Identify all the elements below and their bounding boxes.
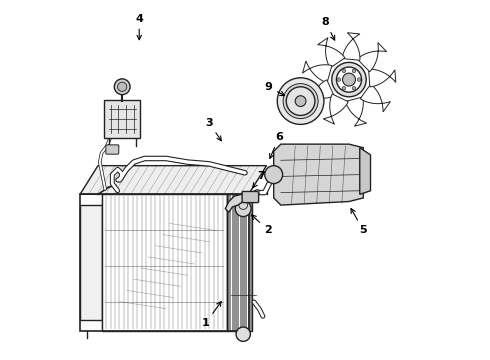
Circle shape	[118, 82, 127, 91]
Polygon shape	[80, 205, 101, 320]
Circle shape	[236, 327, 250, 341]
Polygon shape	[342, 33, 360, 60]
Circle shape	[357, 78, 361, 81]
Polygon shape	[360, 148, 370, 194]
Circle shape	[342, 69, 346, 73]
Polygon shape	[323, 94, 348, 124]
Circle shape	[114, 79, 130, 95]
Polygon shape	[274, 144, 364, 205]
Circle shape	[337, 67, 362, 92]
Polygon shape	[225, 194, 245, 212]
Circle shape	[352, 69, 356, 73]
Text: 6: 6	[270, 132, 283, 158]
Text: 2: 2	[251, 215, 272, 235]
Circle shape	[342, 86, 346, 90]
Polygon shape	[345, 97, 367, 126]
Text: 5: 5	[351, 208, 367, 235]
Polygon shape	[302, 61, 332, 83]
Text: 3: 3	[205, 118, 221, 141]
Circle shape	[352, 86, 356, 90]
Text: 1: 1	[202, 302, 221, 328]
Circle shape	[283, 84, 318, 118]
Circle shape	[332, 62, 366, 97]
FancyBboxPatch shape	[106, 145, 119, 154]
Circle shape	[343, 73, 355, 86]
Polygon shape	[360, 84, 391, 112]
Polygon shape	[304, 80, 334, 104]
Circle shape	[265, 166, 283, 184]
Circle shape	[295, 96, 306, 107]
Circle shape	[235, 201, 251, 217]
Polygon shape	[368, 69, 396, 87]
Polygon shape	[80, 166, 267, 194]
Polygon shape	[357, 42, 387, 72]
Polygon shape	[101, 194, 227, 330]
Text: 7: 7	[253, 171, 265, 188]
FancyBboxPatch shape	[104, 100, 140, 138]
Text: 4: 4	[135, 14, 143, 40]
Circle shape	[286, 87, 315, 116]
Polygon shape	[318, 38, 345, 68]
Text: 8: 8	[322, 17, 335, 40]
FancyBboxPatch shape	[242, 192, 259, 203]
Circle shape	[277, 78, 324, 125]
Circle shape	[337, 78, 341, 81]
Text: 9: 9	[265, 82, 285, 96]
